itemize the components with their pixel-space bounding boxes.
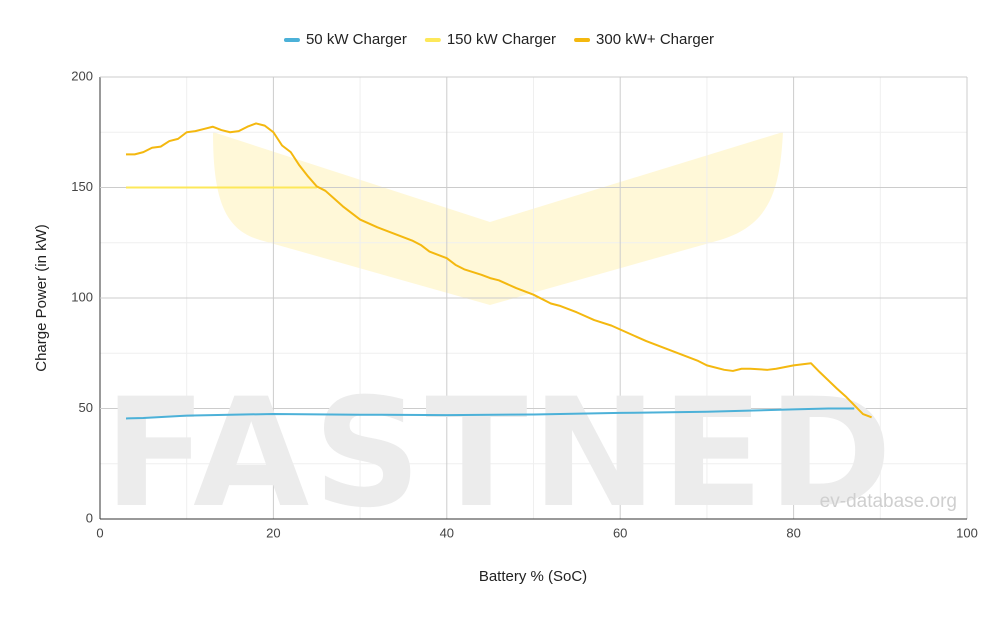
lines-layer — [125, 122, 872, 420]
watermark: FASTNED — [104, 367, 896, 541]
legend: 50 kW Charger 150 kW Charger 300 kW+ Charg… — [283, 31, 714, 48]
x-tick-label: 60 — [613, 525, 627, 540]
background-layer — [213, 132, 783, 305]
x-tick-label: 0 — [96, 525, 103, 540]
legend-label: 50 kW Charger — [306, 31, 407, 48]
x-tick-label: 80 — [786, 525, 800, 540]
y-axis-title: Charge Power (in kW) — [33, 224, 50, 372]
series-line — [125, 407, 855, 420]
y-tick-label: 0 — [86, 510, 93, 525]
y-tick-label: 100 — [71, 289, 93, 304]
logo-shape — [213, 132, 783, 305]
legend-item: 50 kW Charger — [283, 31, 407, 48]
source-watermark: ev-database.org — [820, 491, 957, 512]
legend-label: 150 kW Charger — [447, 31, 556, 48]
x-axis-title: Battery % (SoC) — [479, 568, 587, 585]
y-tick-label: 50 — [79, 400, 93, 415]
x-tick-label: 20 — [266, 525, 280, 540]
x-tick-label: 100 — [956, 525, 978, 540]
y-tick-label: 200 — [71, 68, 93, 83]
legend-item: 150 kW Charger — [424, 31, 556, 48]
x-tick-label: 40 — [440, 525, 454, 540]
series-line — [126, 122, 872, 419]
legend-label: 300 kW+ Charger — [596, 31, 714, 48]
legend-item: 300 kW+ Charger — [574, 31, 714, 48]
y-tick-label: 150 — [71, 179, 93, 194]
